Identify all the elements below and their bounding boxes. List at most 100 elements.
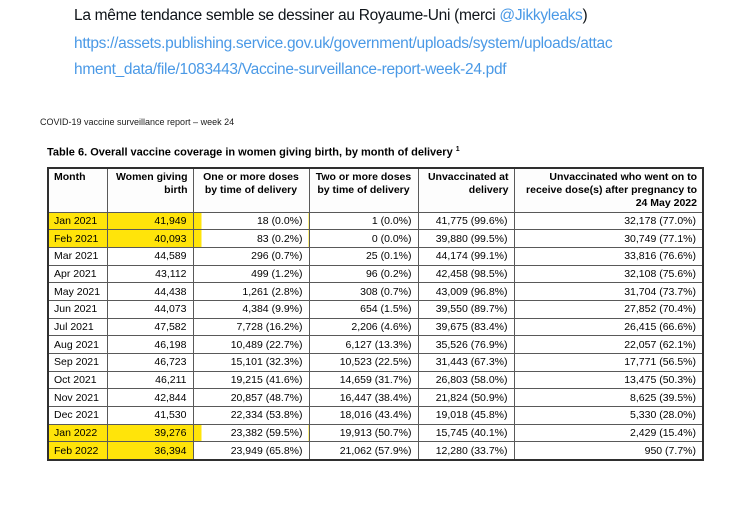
cell-women: 46,723 — [106, 353, 194, 372]
cell-unvaccinated: 43,009 (96.8%) — [417, 282, 515, 301]
cell-later-dose: 5,330 (28.0%) — [513, 406, 704, 425]
table-row: Dec 2021 41,530 22,334 (53.8%) 18,016 (4… — [47, 406, 704, 425]
cell-later-dose: 32,108 (75.6%) — [513, 264, 704, 284]
cell-unvaccinated: 44,174 (99.1%) — [417, 246, 515, 266]
cell-month: Apr 2021 — [47, 264, 108, 284]
footnote-marker: 1 — [455, 146, 460, 153]
cell-unvaccinated: 31,443 (67.3%) — [417, 353, 515, 372]
col-header-month: Month — [47, 167, 108, 213]
table-row: Sep 2021 46,723 15,101 (32.3%) 10,523 (2… — [47, 353, 704, 372]
cell-women: 40,093 — [106, 229, 194, 248]
cell-two-dose: 16,447 (38.4%) — [308, 388, 419, 408]
table-row: Jan 2021 41,949 18 (0.0%) 1 (0.0%) 41,77… — [47, 211, 704, 231]
cell-later-dose: 950 (7.7%) — [513, 441, 704, 461]
cell-one-dose: 10,489 (22.7%) — [192, 335, 310, 354]
table-row: Feb 2022 36,394 23,949 (65.8%) 21,062 (5… — [47, 441, 704, 461]
pdf-link-line2: hment_data/file/1083443/Vaccine-surveill… — [74, 61, 507, 78]
cell-month: Sep 2021 — [47, 353, 108, 372]
cell-later-dose: 13,475 (50.3%) — [513, 370, 704, 390]
cell-one-dose: 23,949 (65.8%) — [192, 441, 310, 461]
cell-women: 44,589 — [106, 246, 194, 266]
cell-one-dose: 23,382 (59.5%) — [192, 423, 310, 443]
cell-two-dose: 1 (0.0%) — [308, 211, 419, 231]
pdf-link-paragraph: https://assets.publishing.service.gov.uk… — [74, 31, 613, 83]
cell-two-dose: 21,062 (57.9%) — [308, 441, 419, 461]
pdf-link-line1: https://assets.publishing.service.gov.uk… — [74, 35, 613, 52]
cell-month: Oct 2021 — [47, 370, 108, 390]
cell-later-dose: 30,749 (77.1%) — [513, 229, 704, 248]
cell-two-dose: 0 (0.0%) — [308, 229, 419, 248]
cell-one-dose: 15,101 (32.3%) — [192, 353, 310, 372]
cell-later-dose: 8,625 (39.5%) — [513, 388, 704, 408]
cell-unvaccinated: 39,675 (83.4%) — [417, 317, 515, 337]
header-row: Month Women giving birth One or more dos… — [47, 167, 704, 213]
cell-two-dose: 25 (0.1%) — [308, 246, 419, 266]
cell-one-dose: 22,334 (53.8%) — [192, 406, 310, 425]
cell-month: Mar 2021 — [47, 246, 108, 266]
cell-women: 43,112 — [106, 264, 194, 284]
col-header-one-dose: One or more doses by time of delivery — [192, 167, 310, 213]
cell-month: Jul 2021 — [47, 317, 108, 337]
cell-two-dose: 6,127 (13.3%) — [308, 335, 419, 354]
col-header-women: Women giving birth — [106, 167, 194, 213]
cell-unvaccinated: 12,280 (33.7%) — [417, 441, 515, 461]
table-title-text: Table 6. Overall vaccine coverage in wom… — [47, 146, 453, 159]
cell-later-dose: 31,704 (73.7%) — [513, 282, 704, 301]
cell-later-dose: 17,771 (56.5%) — [513, 353, 704, 372]
cell-unvaccinated: 26,803 (58.0%) — [417, 370, 515, 390]
cell-two-dose: 14,659 (31.7%) — [308, 370, 419, 390]
cell-later-dose: 27,852 (70.4%) — [513, 299, 704, 319]
cell-women: 36,394 — [106, 441, 194, 461]
cell-two-dose: 654 (1.5%) — [308, 299, 419, 319]
tweet-paragraph: La même tendance semble se dessiner au R… — [74, 7, 588, 25]
coverage-table: Month Women giving birth One or more dos… — [47, 167, 704, 461]
cell-one-dose: 7,728 (16.2%) — [192, 317, 310, 337]
cell-two-dose: 18,016 (43.4%) — [308, 406, 419, 425]
cell-unvaccinated: 39,880 (99.5%) — [417, 229, 515, 248]
cell-month: Nov 2021 — [47, 388, 108, 408]
cell-one-dose: 20,857 (48.7%) — [192, 388, 310, 408]
cell-two-dose: 19,913 (50.7%) — [308, 423, 419, 443]
table-row: May 2021 44,438 1,261 (2.8%) 308 (0.7%) … — [47, 282, 704, 301]
cell-month: Jun 2021 — [47, 299, 108, 319]
cell-women: 39,276 — [106, 423, 194, 443]
table-row: Jul 2021 47,582 7,728 (16.2%) 2,206 (4.6… — [47, 317, 704, 337]
table-row: Mar 2021 44,589 296 (0.7%) 25 (0.1%) 44,… — [47, 246, 704, 266]
cell-women: 41,949 — [106, 211, 194, 231]
cell-unvaccinated: 19,018 (45.8%) — [417, 406, 515, 425]
cell-women: 46,198 — [106, 335, 194, 354]
cell-unvaccinated: 35,526 (76.9%) — [417, 335, 515, 354]
cell-month: Jan 2022 — [47, 423, 108, 443]
col-header-later-dose: Unvaccinated who went on to receive dose… — [513, 167, 704, 213]
cell-women: 44,073 — [106, 299, 194, 319]
cell-women: 46,211 — [106, 370, 194, 390]
col-header-unvaccinated: Unvaccinated at delivery — [417, 167, 515, 213]
cell-unvaccinated: 42,458 (98.5%) — [417, 264, 515, 284]
mention-link[interactable]: @Jikkyleaks — [499, 7, 583, 24]
cell-later-dose: 32,178 (77.0%) — [513, 211, 704, 231]
coverage-table-header: Month Women giving birth One or more dos… — [47, 167, 704, 213]
col-header-two-dose: Two or more doses by time of delivery — [308, 167, 419, 213]
cell-one-dose: 4,384 (9.9%) — [192, 299, 310, 319]
cell-later-dose: 2,429 (15.4%) — [513, 423, 704, 443]
cell-two-dose: 96 (0.2%) — [308, 264, 419, 284]
cell-month: Aug 2021 — [47, 335, 108, 354]
table-row: Apr 2021 43,112 499 (1.2%) 96 (0.2%) 42,… — [47, 264, 704, 284]
cell-one-dose: 296 (0.7%) — [192, 246, 310, 266]
cell-unvaccinated: 39,550 (89.7%) — [417, 299, 515, 319]
cell-two-dose: 308 (0.7%) — [308, 282, 419, 301]
table-title: Table 6. Overall vaccine coverage in wom… — [47, 146, 460, 159]
cell-later-dose: 22,057 (62.1%) — [513, 335, 704, 354]
cell-month: Feb 2021 — [47, 229, 108, 248]
report-header: COVID-19 vaccine surveillance report – w… — [40, 117, 235, 127]
cell-two-dose: 2,206 (4.6%) — [308, 317, 419, 337]
tweet-text-after: ) — [582, 7, 588, 24]
cell-unvaccinated: 41,775 (99.6%) — [417, 211, 515, 231]
cell-later-dose: 33,816 (76.6%) — [513, 246, 704, 266]
cell-women: 41,530 — [106, 406, 194, 425]
table-row: Jan 2022 39,276 23,382 (59.5%) 19,913 (5… — [47, 423, 704, 443]
table-row: Nov 2021 42,844 20,857 (48.7%) 16,447 (3… — [47, 388, 704, 408]
cell-women: 44,438 — [106, 282, 194, 301]
pdf-link[interactable]: https://assets.publishing.service.gov.uk… — [74, 35, 613, 78]
